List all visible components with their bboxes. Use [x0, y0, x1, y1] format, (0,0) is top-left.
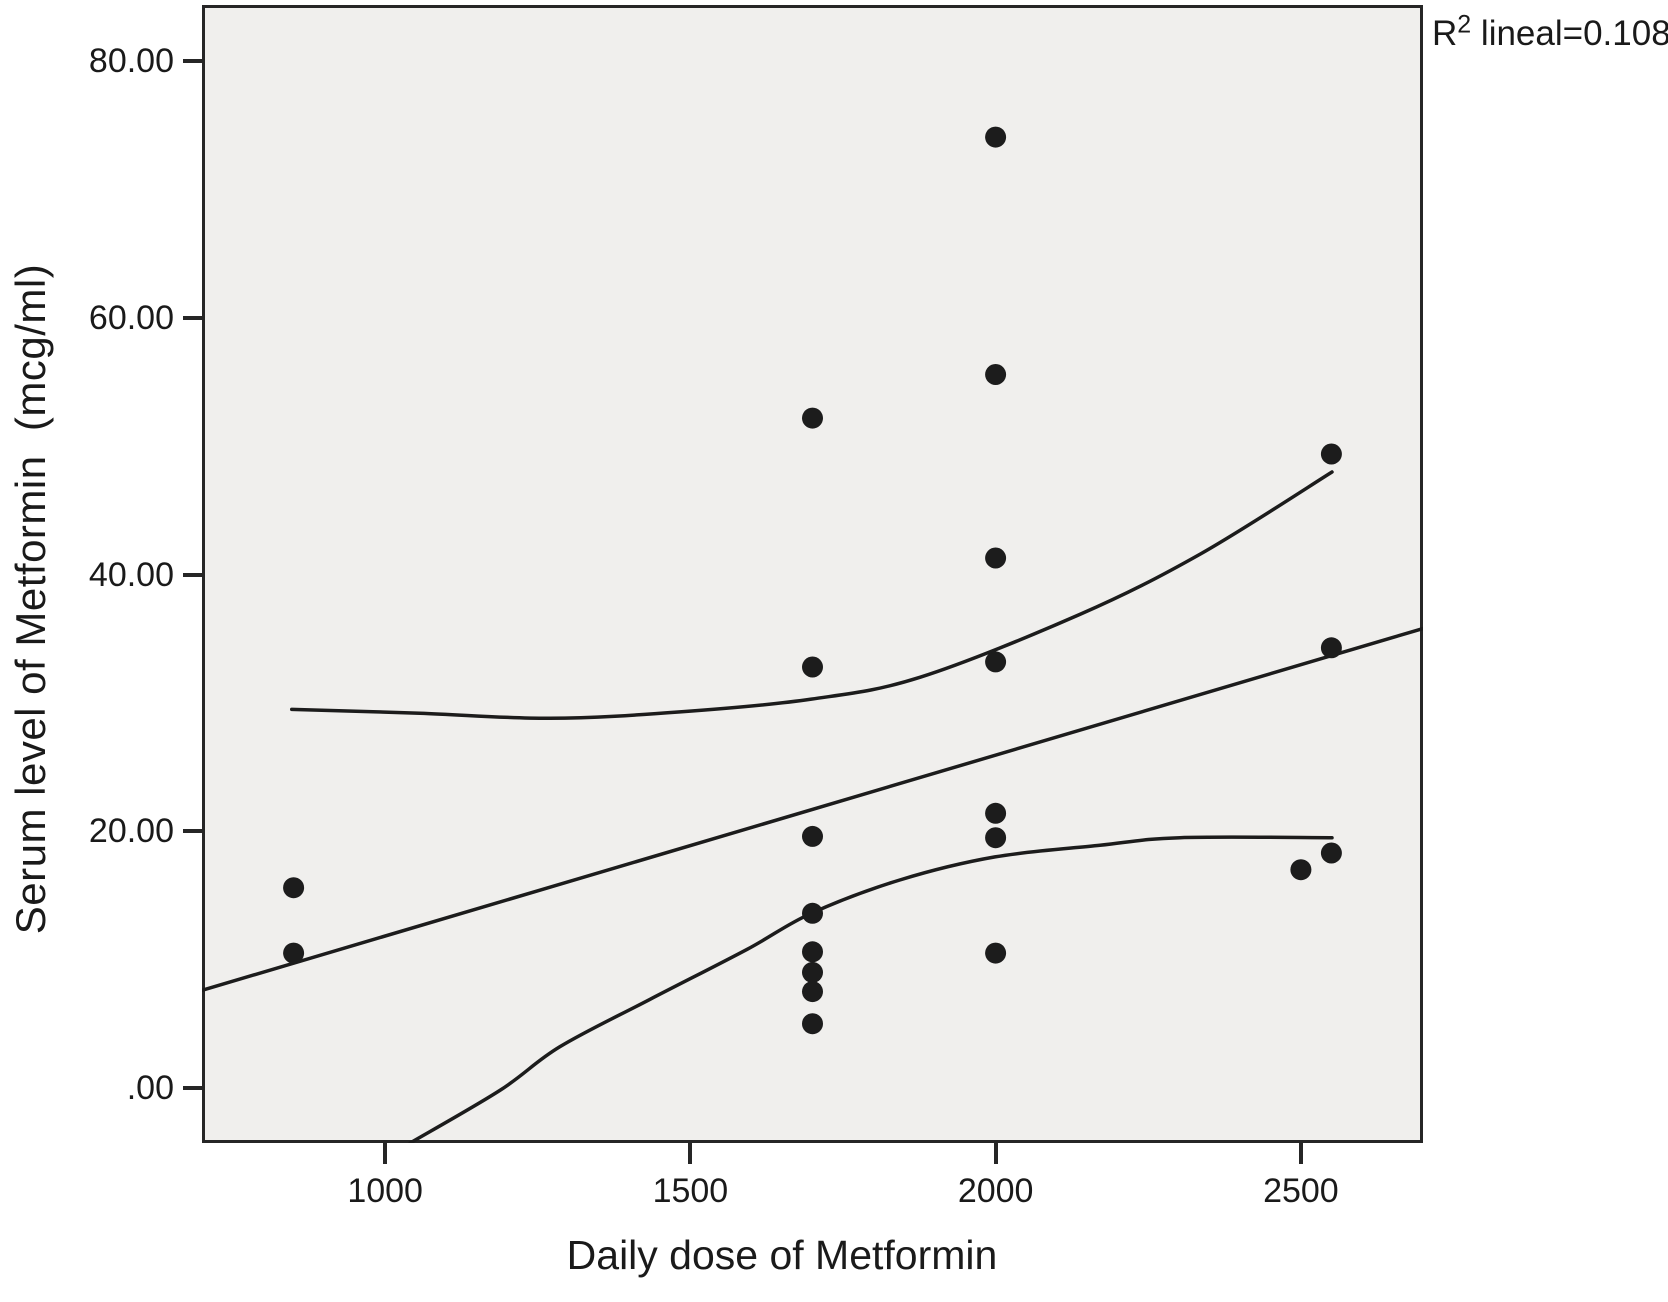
y-axis-title: Serum level of Metformin (mcg/ml): [7, 263, 54, 935]
scatter-canvas: [202, 126, 1423, 1143]
x-axis-title: Daily dose of Metformin: [566, 1232, 998, 1278]
data-point: [802, 981, 823, 1003]
x-tick-mark: [688, 1143, 693, 1164]
r-squared-annotation: R2 lineal=0.108: [1432, 12, 1668, 54]
y-tick-label: 20.00: [88, 812, 174, 851]
x-tick-label: 2500: [1263, 1172, 1339, 1210]
y-tick-mark: [183, 59, 202, 64]
data-point: [283, 877, 305, 899]
data-point: [985, 364, 1007, 385]
y-tick-label: 80.00: [88, 42, 174, 81]
r2-base: R: [1432, 14, 1458, 53]
data-point: [1320, 842, 1342, 864]
y-tick-mark: [183, 829, 202, 834]
data-point: [985, 547, 1007, 569]
data-point: [1320, 637, 1342, 659]
x-tick-mark: [383, 1143, 388, 1164]
r2-exponent: 2: [1457, 10, 1472, 39]
data-point: [985, 942, 1007, 964]
data-point: [802, 656, 823, 678]
y-tick-mark: [183, 572, 202, 577]
y-tick-label: 60.00: [88, 299, 174, 338]
x-tick-label: 1500: [652, 1172, 729, 1210]
regression-fit-line: [202, 626, 1423, 993]
r2-lineal-value: lineal=0.108: [1471, 14, 1668, 53]
confidence-band-lower: [408, 835, 1334, 1143]
x-tick-mark: [993, 1143, 998, 1164]
x-tick-label: 1000: [347, 1172, 423, 1210]
x-tick-label: 2000: [957, 1172, 1034, 1210]
data-point: [985, 802, 1007, 824]
data-point: [802, 407, 823, 429]
plot-area: [202, 5, 1423, 1143]
data-point: [985, 126, 1007, 148]
data-point: [1320, 443, 1342, 465]
data-point: [802, 1013, 823, 1035]
data-point: [802, 961, 823, 983]
confidence-band-upper: [289, 470, 1334, 721]
x-tick-mark: [1298, 1143, 1303, 1164]
y-tick-label: 40.00: [88, 555, 174, 594]
data-point: [985, 827, 1007, 849]
data-point: [802, 825, 823, 847]
data-point: [802, 902, 823, 924]
y-tick-label: .00: [126, 1068, 174, 1107]
data-point: [802, 941, 823, 963]
y-tick-mark: [183, 1085, 202, 1090]
data-point: [985, 651, 1007, 673]
y-tick-mark: [183, 316, 202, 321]
data-point: [283, 942, 305, 964]
data-point: [1290, 859, 1312, 881]
